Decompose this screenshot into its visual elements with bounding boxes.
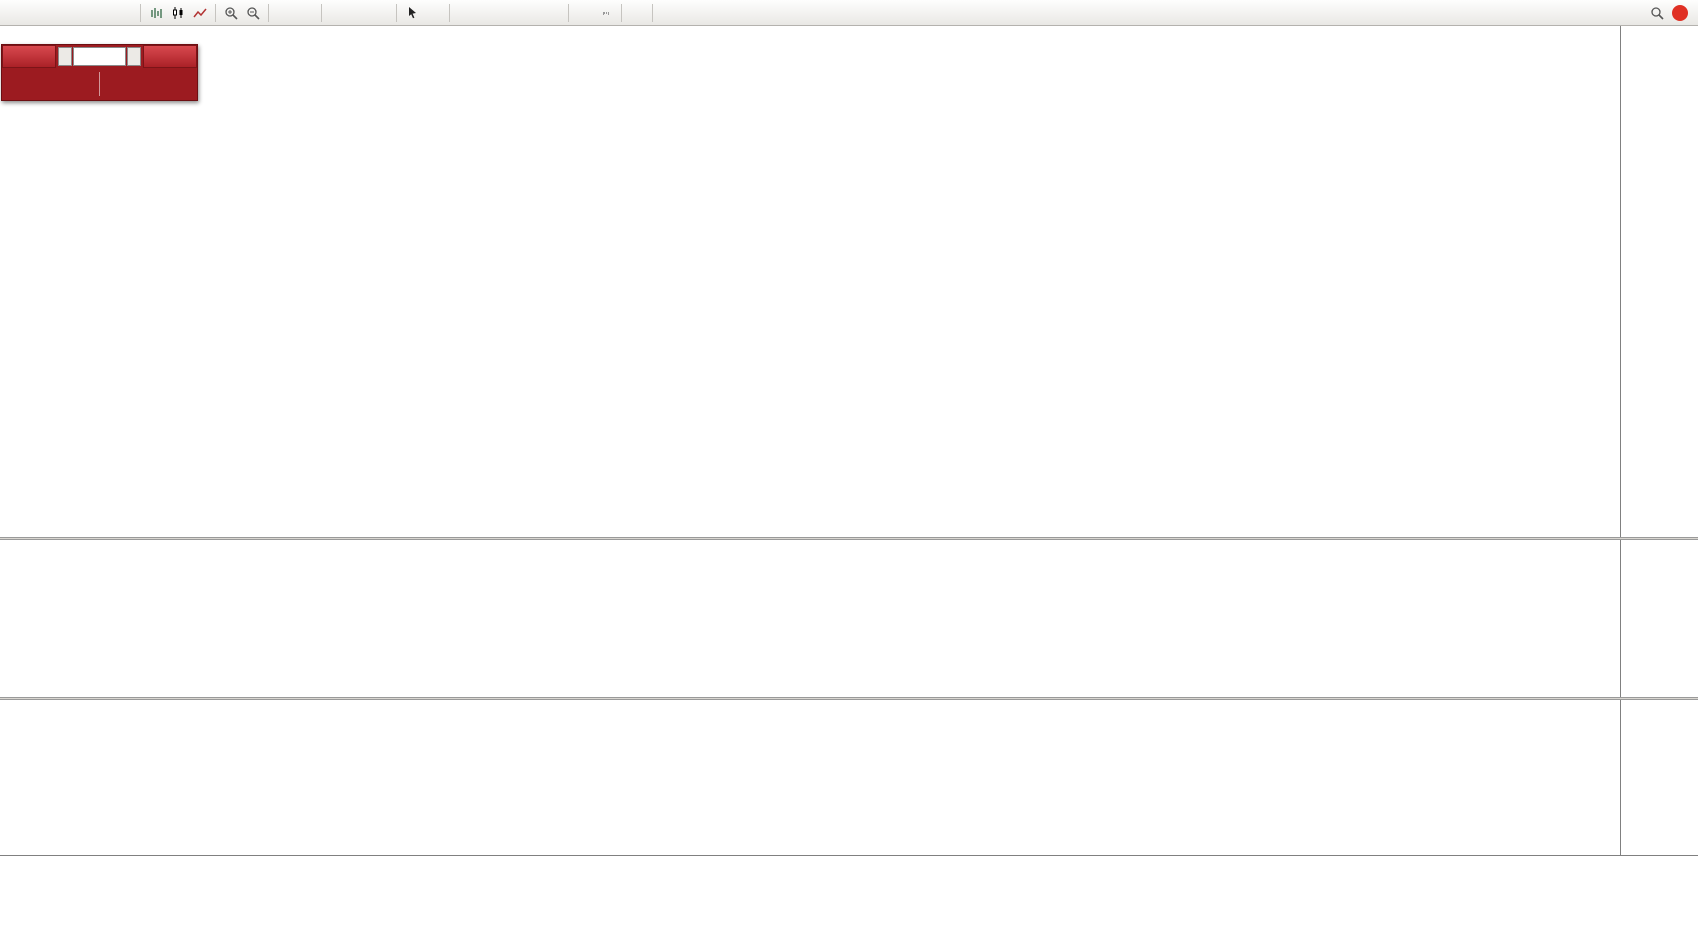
- ask-price: [100, 68, 197, 100]
- toolbar-separator: [268, 3, 269, 22]
- toolbar-separator: [396, 3, 397, 22]
- main-toolbar: [0, 0, 1698, 26]
- volume-control: [56, 45, 143, 68]
- panel-splitter[interactable]: [0, 537, 1698, 540]
- toolbar-separator: [321, 3, 322, 22]
- mail-button[interactable]: [92, 2, 114, 23]
- chart-window-button[interactable]: [4, 2, 26, 23]
- bar-chart-button[interactable]: [145, 2, 167, 23]
- price-divider: [99, 72, 100, 96]
- toolbar-separator: [621, 3, 622, 22]
- toolbar-separator: [215, 3, 216, 22]
- toolbar-separator: [140, 3, 141, 22]
- tile-windows-button[interactable]: [273, 2, 295, 23]
- trade-widget-prices: [2, 68, 197, 100]
- sell-button[interactable]: [2, 45, 56, 68]
- vertical-line-tool-button[interactable]: [454, 2, 476, 23]
- search-button[interactable]: [1646, 2, 1668, 23]
- channel-tool-button[interactable]: [520, 2, 542, 23]
- horizontal-line-tool-button[interactable]: [476, 2, 498, 23]
- bid-price: [2, 68, 99, 100]
- macd-panel-canvas[interactable]: [0, 540, 1620, 698]
- search-icon: [1651, 6, 1664, 20]
- trade-widget-controls: [2, 45, 197, 68]
- indicators-button[interactable]: [326, 2, 348, 23]
- line-chart-icon: [193, 8, 207, 17]
- volume-input[interactable]: [73, 47, 126, 66]
- zoom-in-button[interactable]: [220, 2, 242, 23]
- text-label-tool-button[interactable]: [595, 2, 617, 23]
- line-chart-button[interactable]: [189, 2, 211, 23]
- fibonacci-tool-button[interactable]: [542, 2, 564, 23]
- one-click-trading-widget: [1, 44, 198, 101]
- panel-splitter[interactable]: [0, 697, 1698, 700]
- cursor-button[interactable]: [401, 2, 423, 23]
- zoom-out-button[interactable]: [242, 2, 264, 23]
- volume-decrease-button[interactable]: [58, 47, 72, 66]
- toolbar-separator: [652, 3, 653, 22]
- crosshair-button[interactable]: [423, 2, 445, 23]
- templates-button[interactable]: [370, 2, 392, 23]
- main-chart-canvas[interactable]: [0, 26, 1620, 538]
- rsi-panel-canvas[interactable]: [0, 700, 1620, 855]
- new-order-button[interactable]: [26, 2, 48, 23]
- volume-increase-button[interactable]: [127, 47, 141, 66]
- periods-button[interactable]: [348, 2, 370, 23]
- text-label-icon: [603, 11, 609, 14]
- notification-badge[interactable]: [1672, 4, 1688, 21]
- zoom-in-icon: [225, 6, 238, 20]
- toolbar-separator: [568, 3, 569, 22]
- toolbar-separator: [449, 3, 450, 22]
- price-axis[interactable]: [1620, 26, 1698, 855]
- time-axis[interactable]: [0, 855, 1698, 879]
- trendline-tool-button[interactable]: [498, 2, 520, 23]
- zoom-out-icon: [247, 6, 260, 20]
- cursor-icon: [409, 6, 416, 18]
- bar-chart-icon: [151, 7, 162, 18]
- profiles-button[interactable]: [70, 2, 92, 23]
- text-tool-button[interactable]: [573, 2, 595, 23]
- arrows-tool-button[interactable]: [626, 2, 648, 23]
- candlestick-chart-button[interactable]: [167, 2, 189, 23]
- buy-button[interactable]: [143, 45, 197, 68]
- candlestick-chart-icon: [173, 6, 183, 19]
- autotrading-button[interactable]: [114, 2, 136, 23]
- alerts-button[interactable]: [48, 2, 70, 23]
- arrange-windows-button[interactable]: [295, 2, 317, 23]
